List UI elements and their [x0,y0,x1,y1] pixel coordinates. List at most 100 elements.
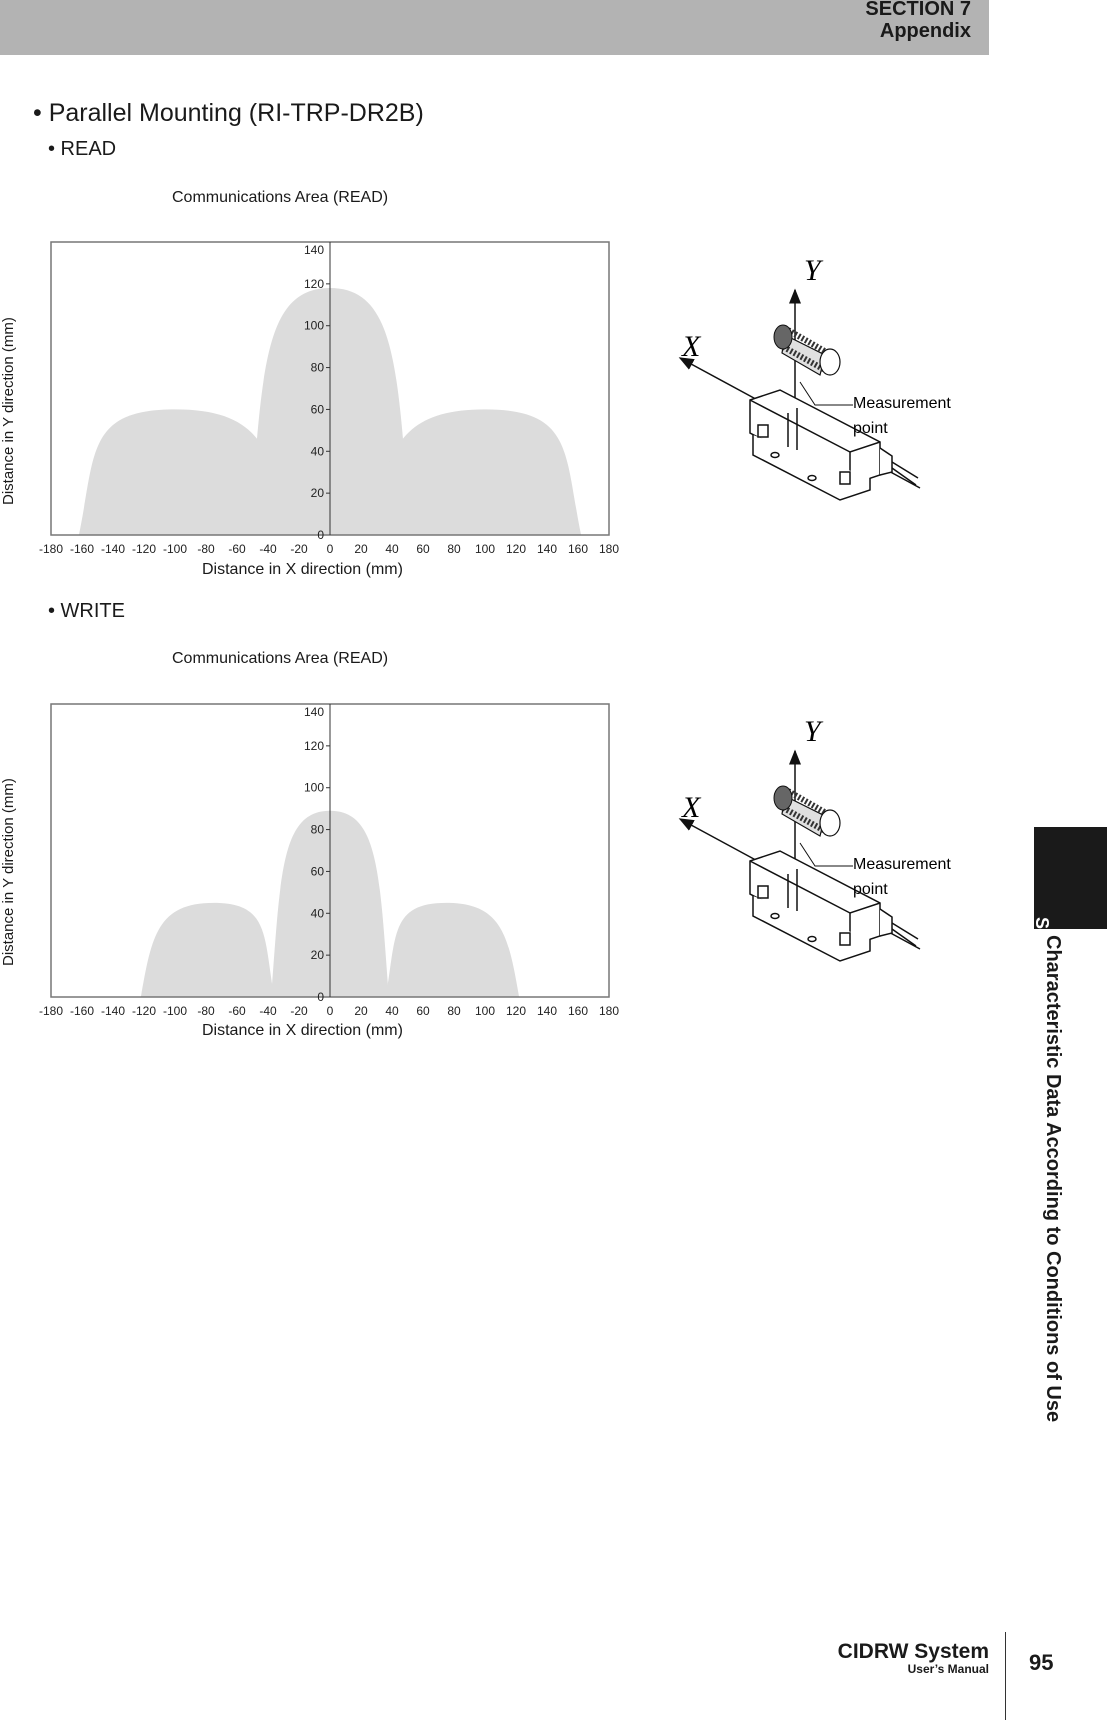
x-tick-label: -120 [132,542,156,556]
footer-brand: CIDRW System User’s Manual [837,1640,989,1676]
x-tick-label: 100 [475,542,495,556]
x-tick-label: 180 [599,542,619,556]
x-tick-label: -180 [39,542,63,556]
x-tick-label: -40 [259,542,277,556]
cable [891,461,919,486]
header-section: SECTION 7 Appendix [865,0,971,42]
x-tick-label: 120 [506,542,526,556]
x-tick-label: 40 [385,1004,399,1018]
measurement-label: Measurement [853,395,951,412]
y-tick-label: 60 [311,864,325,878]
read-chart-svg: 0 20 40 60 80 100 120 140 -180 -160 -140 -120 -100 -8… [39,241,619,556]
x-tick-label: 180 [599,1004,619,1018]
antenna-illustration: Y X Measurement point [678,715,951,962]
x-tick-label: -140 [101,542,125,556]
y-tick-label: 0 [317,528,324,542]
page-number: 95 [1029,1650,1054,1675]
header-subsection: Appendix [879,20,971,42]
x-tick-label: 0 [327,542,334,556]
footer-divider [1005,1632,1006,1720]
x-tick-label: -120 [132,1004,156,1018]
x-tick-label: 80 [447,1004,461,1018]
side-chapter-title: Characteristic Data According to Conditi… [1042,935,1064,1423]
coverage-lobe [140,902,275,997]
y-tick-label: 20 [311,948,325,962]
x-tick-label: -20 [290,1004,308,1018]
y-tick-label: 100 [304,319,324,333]
chart-title: Communications Area (READ) [172,650,389,667]
leader-line [799,842,853,867]
coverage-lobe [370,409,582,535]
page-header: SECTION 7 Appendix [0,0,989,55]
x-tick-label: 140 [537,542,557,556]
coverage-lobe [78,409,290,535]
y-tick-label: 120 [304,739,324,753]
header-section-number: SECTION 7 [865,0,971,20]
y-tick-label: 0 [317,990,324,1004]
x-tick-label: -180 [39,1004,63,1018]
x-tick-label: 40 [385,542,399,556]
leader-line [799,381,853,406]
x-tick-label: -80 [197,542,215,556]
y-tick-label: 120 [304,277,324,291]
write-chart: 0 20 40 60 80 100 120 140 -180 -160 -140 -120 -100 -8… [0,692,640,1037]
antenna-diagram: Y X Measurement point [670,711,970,986]
measurement-label: Measurement [853,856,951,873]
x-tick-label: -40 [259,1004,277,1018]
read-heading: • READ [48,138,117,160]
y-axis-letter: Y [804,715,824,748]
x-tick-label: -60 [228,542,246,556]
x-tick-label: -60 [228,1004,246,1018]
footer-brand-subtitle: User’s Manual [907,1662,989,1676]
x-tick-label: -140 [101,1004,125,1018]
x-tick-label: 60 [416,542,430,556]
x-tick-label: -160 [70,1004,94,1018]
y-tick-label: 140 [304,705,324,719]
cable [891,922,919,947]
x-tick-label: -100 [163,1004,187,1018]
coil-cylinder [773,324,841,376]
y-tick-label: 80 [311,361,325,375]
antenna-body [749,389,893,501]
x-tick-label: 0 [327,1004,334,1018]
y-tick-label: 60 [311,402,325,416]
y-tick-label: 40 [311,444,325,458]
coverage-lobe [385,902,520,997]
x-tick-label: 120 [506,1004,526,1018]
y-tick-label: 80 [311,823,325,837]
x-tick-label: 80 [447,542,461,556]
x-tick-label: 20 [354,1004,368,1018]
y-axis-letter: Y [804,254,824,287]
antenna-body [749,850,893,962]
x-tick-label: -80 [197,1004,215,1018]
x-tick-label: 160 [568,542,588,556]
x-tick-label: 160 [568,1004,588,1018]
x-axis-letter: X [681,330,702,363]
point-label: point [853,881,888,898]
chart-title: Communications Area (READ) [172,189,389,206]
antenna-illustration: Y X Measurement point [678,254,951,501]
x-axis-label: Distance in X direction (mm) [202,1022,403,1039]
y-tick-label: 40 [311,906,325,920]
x-tick-label: 60 [416,1004,430,1018]
section-heading: • Parallel Mounting (RI-TRP-DR2B) [33,99,424,127]
y-tick-label: 100 [304,781,324,795]
write-chart-svg: 0 20 40 60 80 100 120 140 -180 -160 -140 -120 -100 -8… [39,703,619,1018]
coil-cylinder [773,785,841,837]
y-tick-label: 20 [311,486,325,500]
x-tick-label: 140 [537,1004,557,1018]
y-tick-label: 140 [304,243,324,257]
footer-brand-name: CIDRW System [837,1640,989,1663]
x-axis-label: Distance in X direction (mm) [202,561,403,578]
y-axis-label: Distance in Y direction (mm) [0,778,17,966]
write-heading: • WRITE [48,600,125,622]
read-chart: 0 20 40 60 80 100 120 140 -180 -160 -140 -120 -100 -8… [0,230,640,575]
x-tick-label: -100 [163,542,187,556]
antenna-diagram: Y X Measurement point [670,250,970,525]
x-tick-label: -20 [290,542,308,556]
x-tick-label: -160 [70,542,94,556]
y-axis-label: Distance in Y direction (mm) [0,317,17,505]
x-axis-letter: X [681,791,702,824]
x-tick-label: 100 [475,1004,495,1018]
point-label: point [853,420,888,437]
